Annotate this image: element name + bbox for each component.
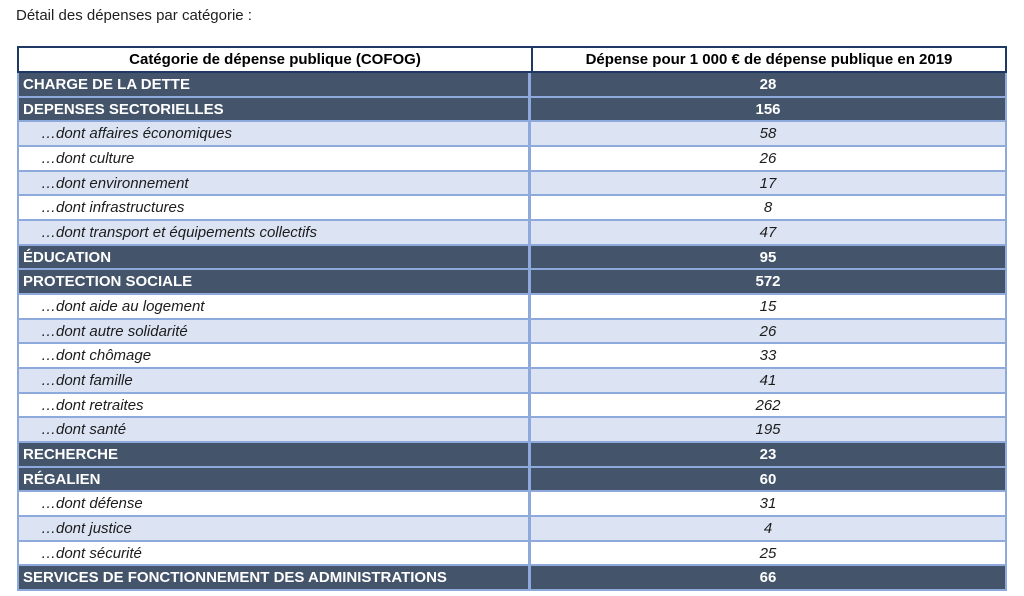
- value-cell: 66: [759, 569, 777, 587]
- value-cell: 26: [759, 149, 777, 167]
- category-cell: …dont culture: [19, 147, 531, 170]
- table-row: …dont retraites 262: [19, 393, 1005, 419]
- table-row: …dont défense 31: [19, 492, 1005, 518]
- table-row: PROTECTION SOCIALE 572: [19, 270, 1005, 296]
- category-cell: PROTECTION SOCIALE: [19, 270, 531, 294]
- table-row: …dont justice 4: [19, 517, 1005, 542]
- table-row: RECHERCHE 23: [19, 443, 1005, 468]
- table-header-row: Catégorie de dépense publique (COFOG) Dé…: [17, 46, 1007, 73]
- table-row: SERVICES DE FONCTIONNEMENT DES ADMINISTR…: [19, 566, 1005, 590]
- value-cell: 31: [759, 495, 777, 513]
- value-cell: 95: [759, 248, 777, 266]
- value-cell: 8: [763, 199, 773, 217]
- category-cell: SERVICES DE FONCTIONNEMENT DES ADMINISTR…: [19, 566, 531, 590]
- category-cell: …dont affaires économiques: [19, 122, 531, 146]
- category-cell: CHARGE DE LA DETTE: [19, 73, 531, 96]
- value-cell: 156: [755, 100, 781, 118]
- category-cell: RECHERCHE: [19, 443, 531, 466]
- value-cell: 25: [759, 544, 777, 562]
- category-cell: …dont autre solidarité: [19, 319, 531, 343]
- table-row: ÉDUCATION 95: [19, 245, 1005, 271]
- table-row: CHARGE DE LA DETTE 28: [19, 73, 1005, 98]
- table-row: …dont infrastructures 8: [19, 196, 1005, 222]
- value-cell: 33: [759, 347, 777, 365]
- category-cell: …dont chômage: [19, 344, 531, 368]
- category-cell: ÉDUCATION: [19, 245, 531, 269]
- table-row: …dont sécurité 25: [19, 541, 1005, 567]
- category-cell: …dont aide au logement: [19, 295, 531, 318]
- table-row: …dont chômage 33: [19, 344, 1005, 370]
- category-cell: …dont défense: [19, 492, 531, 516]
- header-category-column: Catégorie de dépense publique (COFOG): [19, 48, 533, 71]
- category-cell: …dont sécurité: [19, 541, 531, 565]
- value-cell: 23: [759, 445, 777, 463]
- header-value-column: Dépense pour 1 000 € de dépense publique…: [585, 51, 953, 68]
- value-cell: 28: [759, 75, 777, 93]
- category-cell: RÉGALIEN: [19, 467, 531, 491]
- category-cell: …dont environnement: [19, 171, 531, 195]
- table-row: …dont transport et équipements collectif…: [19, 221, 1005, 246]
- value-cell: 262: [755, 396, 781, 414]
- table-row: …dont affaires économiques 58: [19, 122, 1005, 148]
- table-body: CHARGE DE LA DETTE 28 DEPENSES SECTORIELLE…: [17, 73, 1007, 591]
- value-cell: 572: [755, 273, 781, 291]
- value-cell: 41: [759, 371, 777, 389]
- value-cell: 47: [759, 223, 777, 241]
- table-row: …dont culture 26: [19, 147, 1005, 172]
- category-cell: …dont justice: [19, 517, 531, 540]
- table-row: …dont autre solidarité 26: [19, 319, 1005, 345]
- category-cell: …dont santé: [19, 418, 531, 442]
- table-row: …dont santé 195: [19, 418, 1005, 444]
- category-cell: …dont transport et équipements collectif…: [19, 221, 531, 244]
- category-cell: …dont infrastructures: [19, 196, 531, 220]
- table-row: …dont environnement 17: [19, 171, 1005, 197]
- value-cell: 60: [759, 470, 777, 488]
- value-cell: 15: [759, 297, 777, 315]
- table-row: DEPENSES SECTORIELLES 156: [19, 97, 1005, 123]
- category-cell: …dont famille: [19, 369, 531, 392]
- category-cell: DEPENSES SECTORIELLES: [19, 97, 531, 121]
- page-title: Détail des dépenses par catégorie :: [16, 7, 252, 24]
- value-cell: 195: [755, 421, 781, 439]
- value-cell: 17: [759, 174, 777, 192]
- value-cell: 4: [763, 519, 773, 537]
- table-row: RÉGALIEN 60: [19, 467, 1005, 493]
- value-cell: 58: [759, 125, 777, 143]
- value-cell: 26: [759, 322, 777, 340]
- expense-table: Catégorie de dépense publique (COFOG) Dé…: [17, 46, 1007, 591]
- table-row: …dont aide au logement 15: [19, 295, 1005, 320]
- table-row: …dont famille 41: [19, 369, 1005, 394]
- category-cell: …dont retraites: [19, 393, 531, 417]
